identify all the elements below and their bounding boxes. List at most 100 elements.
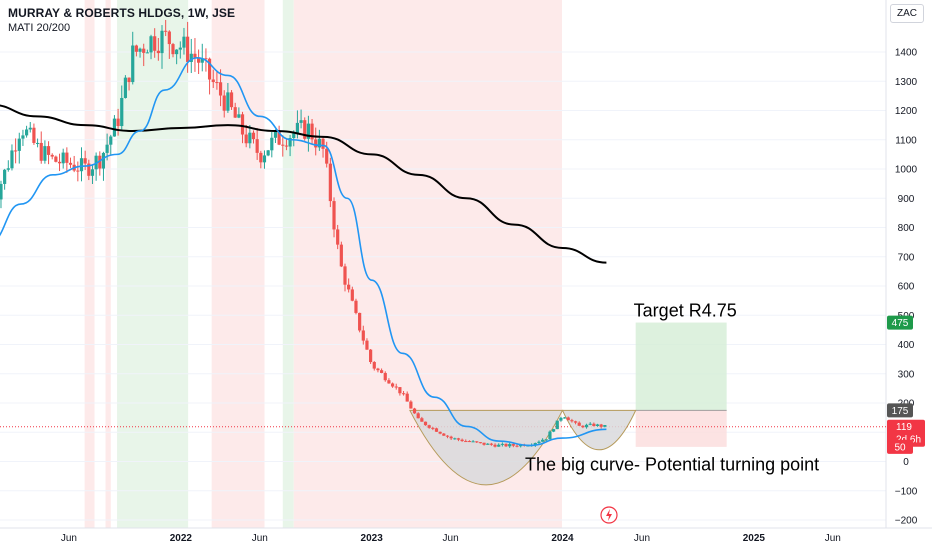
profit-zone[interactable]	[635, 322, 727, 411]
ma20-line	[0, 57, 607, 447]
candle	[405, 391, 409, 402]
candle	[573, 420, 578, 425]
candle	[65, 147, 69, 173]
candle	[347, 278, 351, 293]
candle	[123, 75, 128, 99]
candle	[200, 43, 204, 72]
candle	[431, 426, 435, 431]
candle	[3, 168, 7, 190]
candle	[456, 437, 461, 442]
candle	[156, 37, 160, 61]
candle	[134, 44, 138, 57]
y-tick-label: 400	[898, 340, 915, 351]
candle	[153, 28, 157, 58]
candle	[266, 149, 270, 157]
candle	[10, 144, 14, 171]
candle	[226, 82, 230, 113]
candle	[237, 107, 241, 119]
candle	[390, 382, 395, 388]
candle	[244, 124, 248, 148]
candle	[101, 151, 106, 181]
candle	[14, 138, 18, 164]
price-axis[interactable]: 1400130012001100100090080070060050040030…	[895, 48, 918, 527]
candle	[24, 125, 29, 138]
candle	[445, 435, 450, 439]
symbol-title: MURRAY & ROBERTS HLDGS, 1W, JSE	[8, 6, 236, 20]
current-price-label: 119	[896, 422, 912, 433]
target-badge-label: 475	[892, 318, 909, 329]
x-tick-label: Jun	[825, 533, 841, 544]
long-position-tool[interactable]	[0, 322, 886, 447]
candle	[555, 420, 559, 430]
chart-header: MURRAY & ROBERTS HLDGS, 1W, JSE MATI 20/…	[8, 6, 235, 34]
cup-pattern-drawing[interactable]	[409, 409, 637, 486]
flash-icon[interactable]	[600, 506, 618, 524]
candle	[138, 47, 142, 58]
y-tick-label: 0	[903, 457, 909, 468]
candle	[112, 115, 117, 137]
y-tick-label: 800	[898, 223, 915, 234]
candle	[412, 407, 417, 414]
candle	[131, 31, 135, 85]
candle	[321, 137, 325, 158]
currency-button[interactable]: ZAC	[890, 4, 924, 23]
time-axis[interactable]: Jun 2022 Jun 2023 Jun 2024 Jun 2025 Jun	[0, 527, 932, 544]
trend-zone-red	[211, 0, 265, 528]
candle	[442, 432, 446, 436]
candle	[361, 325, 365, 345]
candle	[72, 155, 76, 173]
candle	[79, 147, 84, 182]
candle	[489, 442, 493, 446]
trend-zone-green	[282, 0, 294, 528]
indicator-label[interactable]: MATI 20/200	[8, 22, 71, 34]
candle	[592, 422, 596, 427]
candle	[284, 138, 289, 151]
candle	[46, 141, 51, 165]
candle	[584, 423, 589, 429]
candle	[449, 435, 453, 440]
candle	[398, 387, 402, 396]
candle	[365, 338, 369, 350]
candle	[57, 153, 62, 172]
y-tick-label: 1200	[895, 106, 918, 117]
candle	[566, 416, 570, 421]
annotations[interactable]: Target R4.75 The big curve- Potential tu…	[525, 301, 819, 475]
y-tick-label: 1100	[895, 135, 917, 146]
candle	[332, 197, 336, 238]
candle	[478, 442, 483, 444]
candle	[32, 123, 36, 145]
candle	[328, 157, 332, 208]
candle	[50, 153, 54, 160]
candle-series	[0, 19, 607, 448]
target-annotation[interactable]: Target R4.75	[634, 301, 737, 321]
candle	[504, 443, 508, 448]
candle	[497, 443, 501, 447]
candle	[438, 431, 442, 435]
candle	[145, 49, 149, 54]
candle	[189, 38, 193, 74]
candle	[281, 135, 285, 157]
candle	[259, 150, 263, 169]
y-tick-label: 700	[898, 252, 915, 263]
curve-annotation[interactable]: The big curve- Potential turning point	[525, 454, 819, 474]
candle	[552, 428, 556, 433]
x-tick-label: Jun	[252, 533, 268, 544]
candle	[0, 180, 3, 209]
x-tick-label: Jun	[61, 533, 77, 544]
candle	[570, 418, 574, 423]
candle	[541, 438, 545, 442]
candle	[401, 391, 406, 396]
candle	[262, 150, 267, 169]
candle	[167, 30, 171, 59]
loss-zone[interactable]	[635, 410, 727, 447]
trend-zone-red	[84, 0, 95, 528]
candle	[35, 138, 40, 148]
candle	[599, 423, 603, 429]
candle	[434, 427, 439, 432]
candle	[460, 438, 464, 442]
candle	[577, 421, 581, 426]
y-tick-label: 1000	[895, 165, 918, 176]
candle	[467, 440, 472, 443]
candle	[222, 90, 226, 118]
